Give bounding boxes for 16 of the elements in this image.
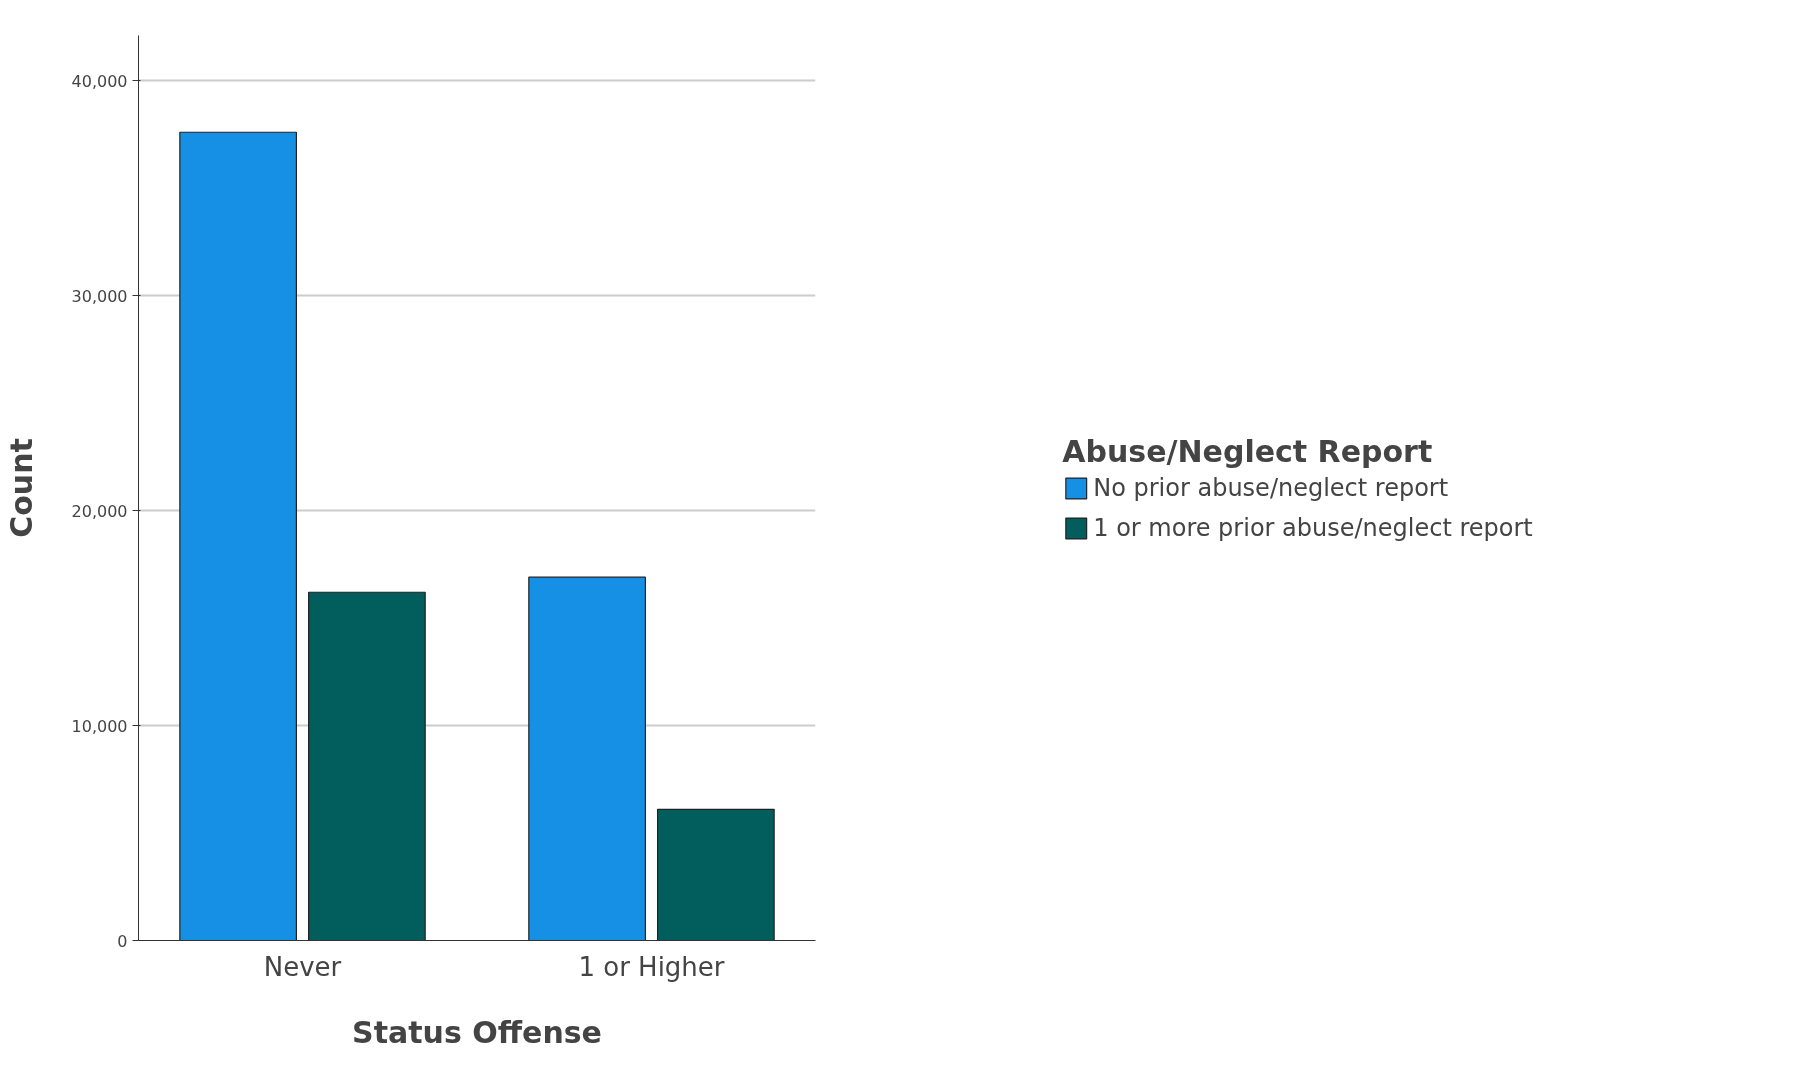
y-tick-label: 40,000 [71,71,128,91]
x-tick-label: 1 or Higher [578,951,725,982]
bar [308,591,426,941]
y-axis-title: Count [3,438,39,538]
y-tick-label: 0 [117,931,128,951]
bar [656,808,775,941]
legend-label: 1 or more prior abuse/neglect report [1093,513,1533,542]
x-tick-label: Never [263,951,342,982]
y-tick-label: 30,000 [71,286,128,306]
bar [179,131,298,941]
legend-title: Abuse/Neglect Report [1062,433,1434,469]
y-tick-label: 20,000 [71,501,128,521]
y-tick-label: 10,000 [71,716,128,736]
legend-label: No prior abuse/neglect report [1093,473,1449,502]
x-axis-title: Status Offense [352,1014,602,1050]
bar [528,576,646,941]
